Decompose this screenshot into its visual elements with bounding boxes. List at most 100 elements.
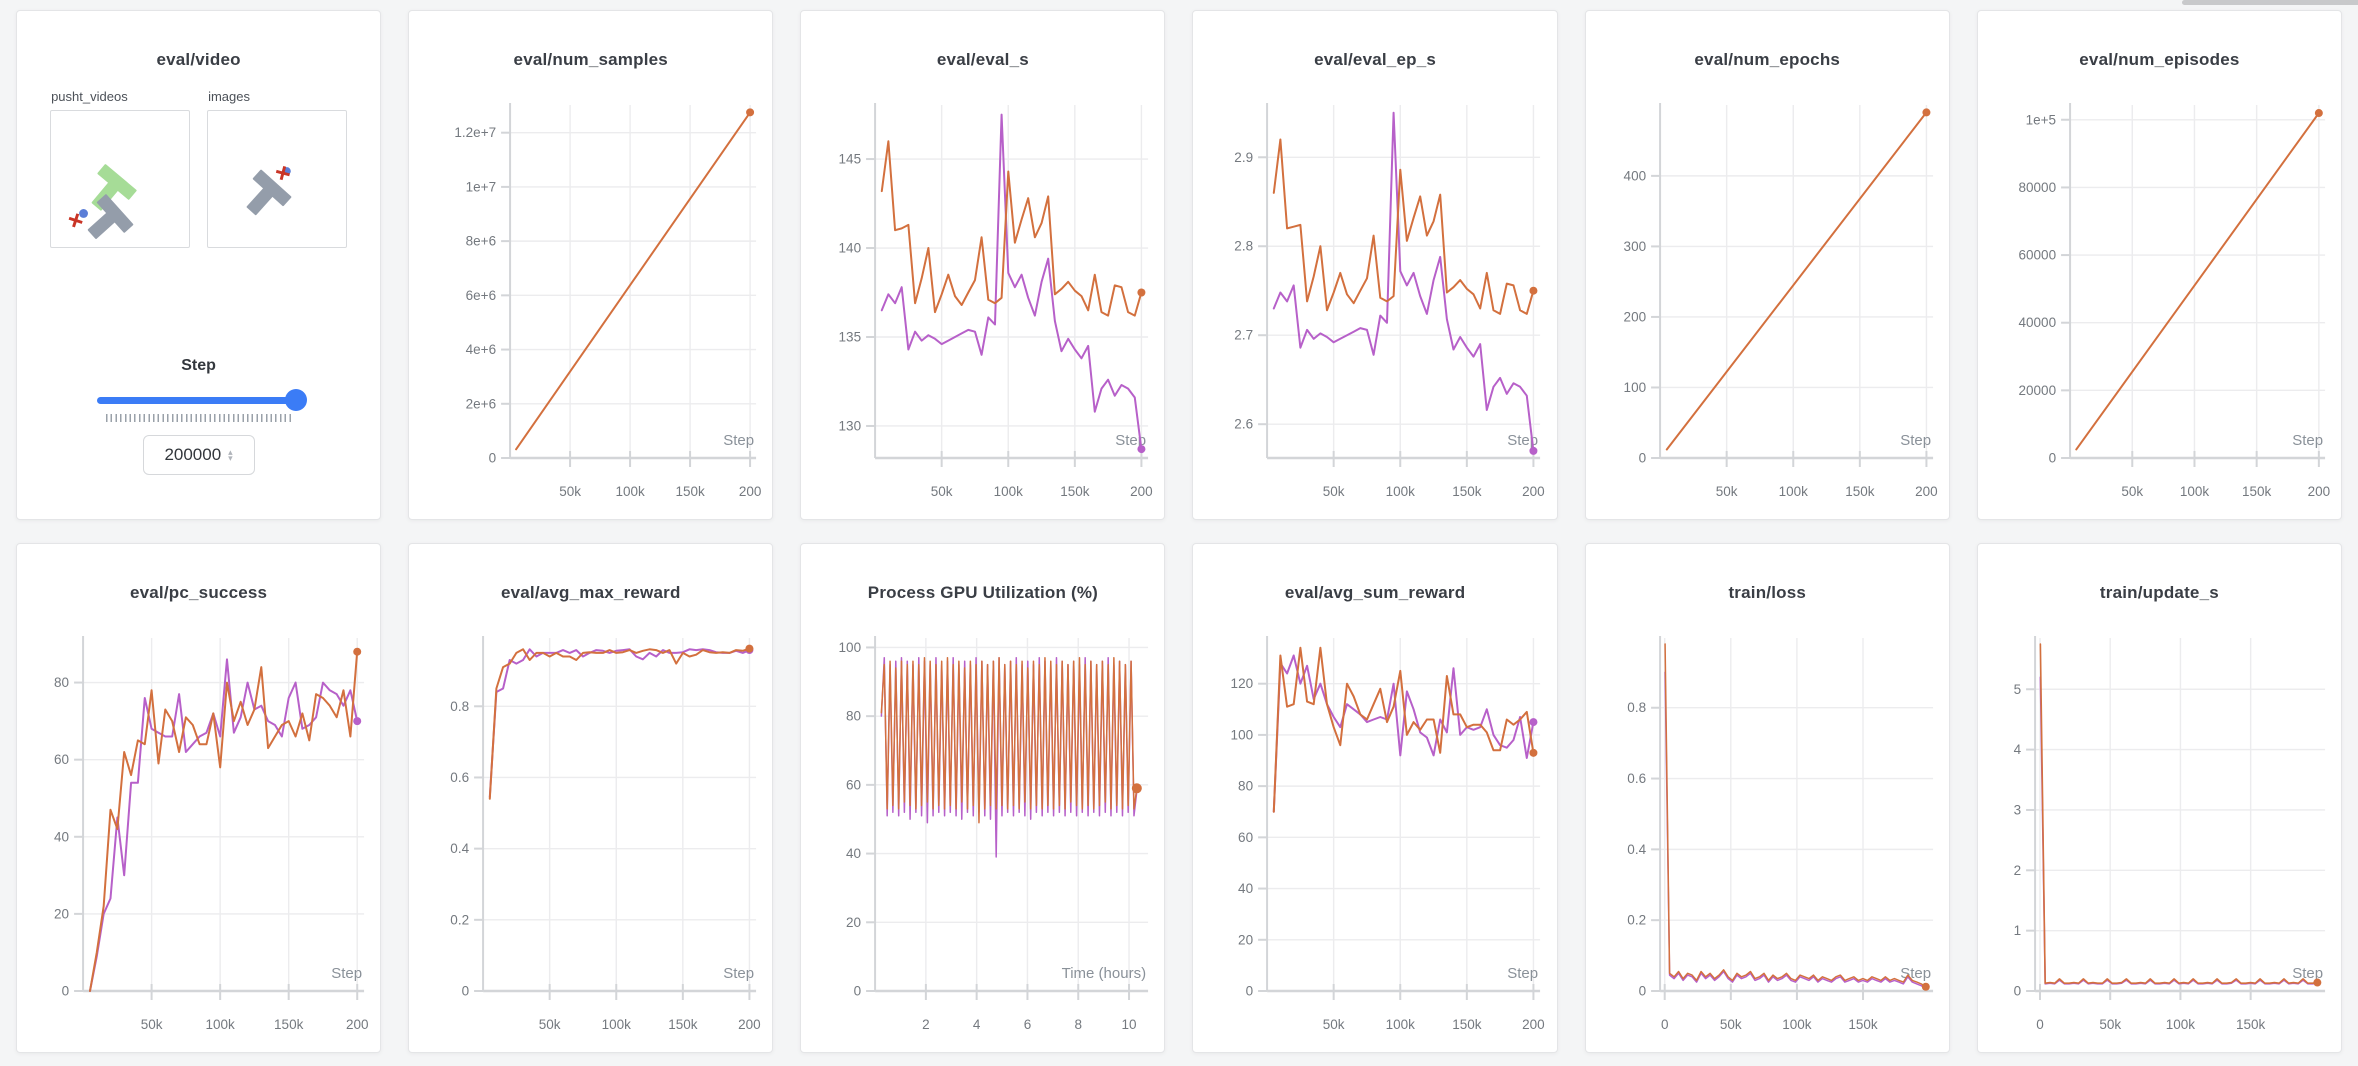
svg-text:8: 8 (1075, 1017, 1083, 1032)
svg-text:80: 80 (54, 675, 69, 690)
step-number-input[interactable]: 200000 ▴ ▾ (142, 435, 255, 475)
svg-text:0.2: 0.2 (1627, 913, 1646, 928)
svg-text:50k: 50k (2099, 1017, 2121, 1032)
svg-text:0.4: 0.4 (1627, 842, 1646, 857)
svg-text:50k: 50k (1720, 1017, 1742, 1032)
svg-text:Step: Step (331, 965, 362, 982)
chart-eval-eval-ep-s[interactable]: 50k 100k 150k 200 2.6 2.7 2.8 2.9 Step (1193, 73, 1556, 513)
svg-text:400: 400 (1623, 168, 1646, 183)
svg-text:50k: 50k (931, 484, 953, 499)
media-row: pusht_videos (17, 89, 380, 248)
chart-eval-num-epochs[interactable]: 50k 100k 150k 200 0 100 200 300 400 Step (1586, 73, 1949, 513)
step-control: Step 200000 ▴ ▾ (17, 357, 380, 475)
step-slider-track[interactable] (96, 397, 295, 404)
svg-text:50k: 50k (559, 484, 581, 499)
panel-eval-num-episodes: eval/num_episodes 50k 100k 150k 200 0 20000 40… (1976, 10, 2342, 520)
panel-eval-eval-s: eval/eval_s 50k 100k 150k 200 130 135 140 145 St… (800, 10, 1166, 520)
chart-eval-eval-s[interactable]: 50k 100k 150k 200 130 135 140 145 Step (801, 73, 1164, 513)
svg-text:100k: 100k (602, 1017, 632, 1032)
chart-train-update-s[interactable]: 0 50k 100k 150k 0 1 2 3 4 5 Step (1978, 606, 2341, 1046)
chart-title: eval/eval_s (936, 50, 1029, 69)
chart-title: eval/num_episodes (2079, 50, 2240, 69)
svg-text:0.4: 0.4 (450, 841, 469, 856)
step-slider-knob[interactable] (284, 389, 307, 411)
panel-eval-avg-sum-reward: eval/avg_sum_reward 50k 100k 150k 200 0 20 40 6… (1192, 543, 1558, 1053)
svg-text:200: 200 (1623, 309, 1646, 324)
step-slider-label: Step (181, 357, 216, 374)
chart-title: Process GPU Utilization (%) (867, 583, 1099, 602)
chart-eval-num-episodes[interactable]: 50k 100k 150k 200 0 20000 40000 60000 80000 1e+5 S… (1978, 73, 2341, 513)
svg-text:150k: 150k (274, 1017, 304, 1032)
media-label: pusht_videos (51, 89, 128, 104)
svg-text:0: 0 (1661, 1017, 1669, 1032)
svg-text:100k: 100k (1778, 484, 1808, 499)
svg-text:1e+5: 1e+5 (2025, 112, 2055, 127)
svg-text:50k: 50k (1323, 1017, 1345, 1032)
svg-text:200: 200 (346, 1017, 369, 1032)
svg-text:1: 1 (2013, 923, 2021, 938)
svg-text:150k: 150k (1061, 484, 1091, 499)
images-thumbnail[interactable] (207, 110, 348, 248)
svg-text:Step: Step (2292, 432, 2323, 449)
chart-eval-avg-sum-reward[interactable]: 50k 100k 150k 200 0 20 40 60 80 100 120 Step (1193, 606, 1556, 1046)
svg-text:0: 0 (489, 451, 497, 466)
images-scene-image (246, 166, 292, 216)
step-slider[interactable] (96, 389, 307, 411)
svg-text:Step: Step (1900, 432, 1931, 449)
stepper-arrows[interactable]: ▴ ▾ (228, 447, 233, 463)
pusht-video-thumbnail[interactable] (50, 110, 191, 248)
step-up-icon[interactable]: ▴ (228, 447, 233, 457)
svg-text:1.2e+7: 1.2e+7 (455, 125, 497, 140)
panel-eval-pc-success: eval/pc_success 50k 100k 150k 200 0 20 40 60 80 S… (16, 543, 382, 1053)
svg-text:100k: 100k (2180, 484, 2210, 499)
chart-eval-avg-max-reward[interactable]: 50k 100k 150k 200 0 0.2 0.4 0.6 0.8 Step (409, 606, 772, 1046)
svg-text:100: 100 (1231, 727, 1254, 742)
svg-text:60: 60 (846, 777, 861, 792)
svg-text:300: 300 (1623, 239, 1646, 254)
svg-text:80: 80 (846, 709, 861, 724)
svg-text:135: 135 (839, 329, 862, 344)
svg-text:100k: 100k (206, 1017, 236, 1032)
svg-text:40: 40 (1239, 881, 1254, 896)
svg-text:4: 4 (2013, 742, 2021, 757)
svg-text:60000: 60000 (2018, 248, 2056, 263)
svg-text:Time (hours): Time (hours) (1062, 965, 1146, 982)
chart-title: eval/avg_sum_reward (1284, 583, 1466, 602)
horizontal-scrollbar-thumb[interactable] (2182, 0, 2358, 5)
svg-text:100k: 100k (1782, 1017, 1812, 1032)
svg-text:2: 2 (2013, 863, 2021, 878)
svg-text:50k: 50k (2121, 484, 2143, 499)
step-value[interactable]: 200000 (164, 445, 222, 464)
panel-eval-num-epochs: eval/num_epochs 50k 100k 150k 200 0 100 200 300… (1584, 10, 1950, 520)
svg-text:200: 200 (1523, 484, 1546, 499)
svg-text:50k: 50k (1323, 484, 1345, 499)
svg-text:20: 20 (54, 906, 69, 921)
svg-text:0: 0 (2013, 984, 2021, 999)
step-down-icon[interactable]: ▾ (228, 453, 233, 463)
svg-text:0: 0 (1246, 984, 1254, 999)
svg-text:20: 20 (846, 915, 861, 930)
svg-text:Step: Step (1116, 432, 1147, 449)
chart-title: eval/num_epochs (1694, 50, 1841, 69)
svg-text:40000: 40000 (2018, 315, 2056, 330)
panel-eval-avg-max-reward: eval/avg_max_reward 50k 100k 150k 200 0 0.2 0.… (408, 543, 774, 1053)
svg-text:50k: 50k (141, 1017, 163, 1032)
panel-eval-num-samples: eval/num_samples 50k 100k 150k 200 0 2e+6 4e+6… (408, 10, 774, 520)
svg-text:200: 200 (739, 484, 762, 499)
chart-eval-num-samples[interactable]: 50k 100k 150k 200 0 2e+6 4e+6 6e+6 8e+6 1e+7 1.2e+… (409, 73, 772, 513)
chart-title: eval/avg_max_reward (500, 583, 681, 602)
chart-title: eval/num_samples (513, 50, 668, 69)
svg-text:145: 145 (839, 152, 862, 167)
svg-text:200: 200 (1523, 1017, 1546, 1032)
svg-text:0.6: 0.6 (450, 770, 469, 785)
svg-text:20000: 20000 (2018, 383, 2056, 398)
svg-text:200: 200 (738, 1017, 761, 1032)
svg-text:4: 4 (973, 1017, 981, 1032)
chart-eval-pc-success[interactable]: 50k 100k 150k 200 0 20 40 60 80 Step (17, 606, 380, 1046)
svg-text:10: 10 (1122, 1017, 1137, 1032)
svg-text:2.6: 2.6 (1235, 417, 1254, 432)
svg-text:40: 40 (54, 829, 69, 844)
